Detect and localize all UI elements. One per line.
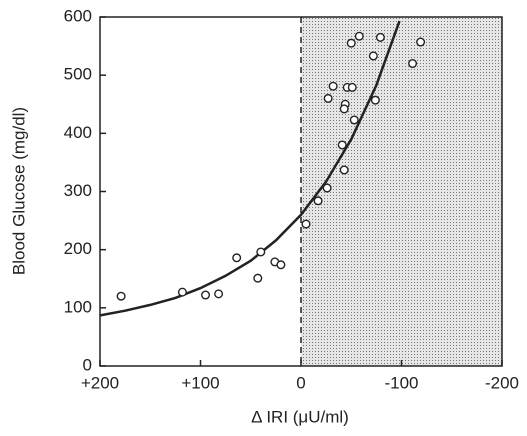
x-axis-label: Δ IRI (μU/ml) bbox=[251, 407, 349, 426]
data-point bbox=[368, 51, 378, 61]
data-point bbox=[253, 273, 263, 283]
data-point bbox=[313, 196, 323, 206]
data-point bbox=[177, 287, 187, 297]
y-tick-label: 100 bbox=[64, 297, 92, 316]
data-point bbox=[370, 95, 380, 105]
y-tick-label: 500 bbox=[64, 65, 92, 84]
data-point bbox=[339, 104, 349, 114]
data-point bbox=[301, 219, 311, 229]
x-tick-label: -200 bbox=[485, 373, 519, 392]
data-point bbox=[276, 260, 286, 270]
data-point bbox=[256, 247, 266, 257]
shaded-region bbox=[301, 17, 502, 366]
y-tick-label: 600 bbox=[64, 6, 92, 25]
x-tick-label: 0 bbox=[296, 373, 305, 392]
data-point bbox=[349, 115, 359, 125]
data-point bbox=[232, 253, 242, 263]
data-point bbox=[323, 93, 333, 103]
data-point bbox=[416, 37, 426, 47]
y-tick-label: 400 bbox=[64, 123, 92, 142]
data-point bbox=[375, 32, 385, 42]
data-point bbox=[339, 165, 349, 175]
data-point bbox=[347, 82, 357, 92]
data-point bbox=[354, 31, 364, 41]
data-point bbox=[214, 289, 224, 299]
data-point bbox=[322, 183, 332, 193]
x-tick-label: -100 bbox=[384, 373, 418, 392]
data-point bbox=[408, 59, 418, 69]
data-point bbox=[201, 290, 211, 300]
fit-curve bbox=[100, 20, 401, 317]
y-tick-label: 200 bbox=[64, 239, 92, 258]
data-point bbox=[328, 81, 338, 91]
data-point bbox=[346, 38, 356, 48]
y-axis-label: Blood Glucose (mg/dl) bbox=[9, 107, 28, 275]
y-tick-label: 300 bbox=[64, 181, 92, 200]
data-point bbox=[337, 140, 347, 150]
x-tick-label: +200 bbox=[81, 373, 119, 392]
x-tick-label: +100 bbox=[181, 373, 219, 392]
data-point bbox=[116, 291, 126, 301]
y-tick-label: 0 bbox=[83, 355, 92, 374]
